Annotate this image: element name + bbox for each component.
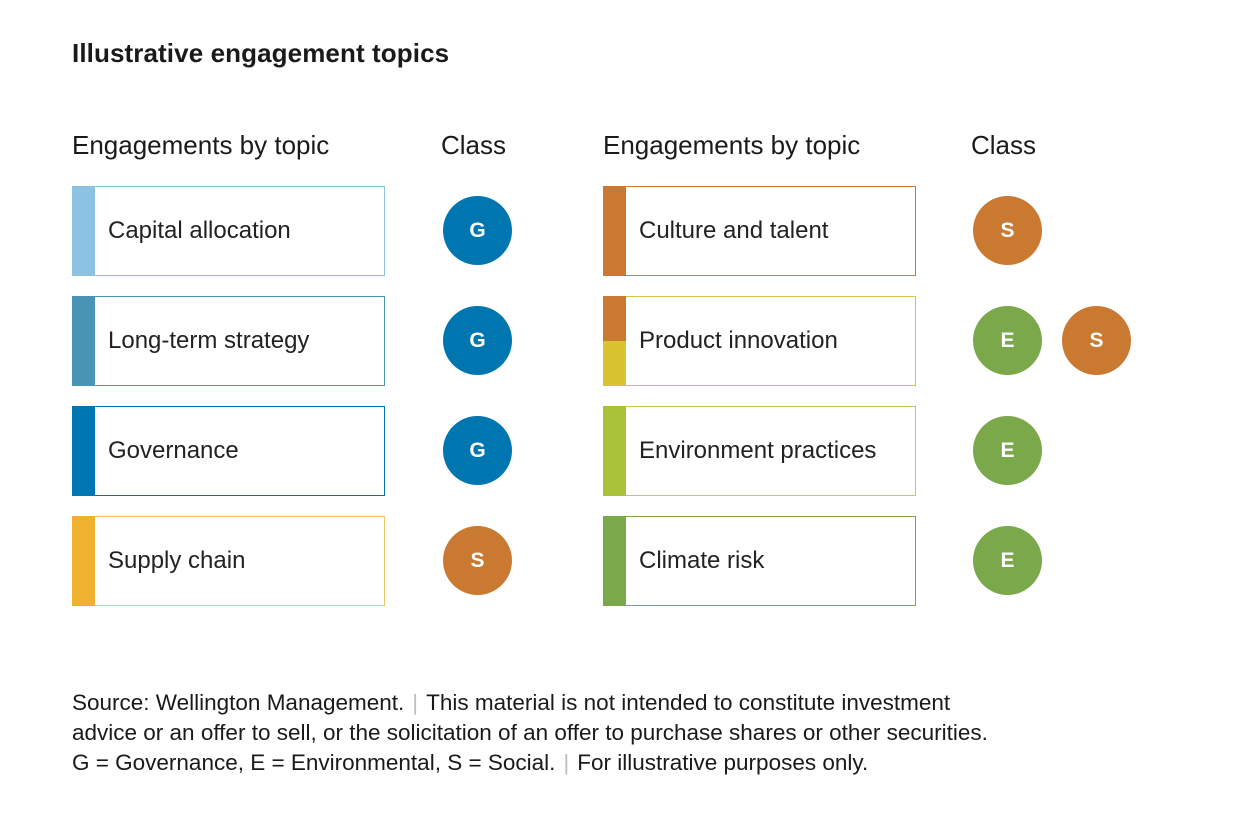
class-badge-social: S	[973, 196, 1042, 265]
topic-label: Long-term strategy	[108, 327, 310, 354]
topic-box: Climate risk	[603, 516, 916, 606]
footnote-disclaimer-start: This material is not intended to constit…	[426, 690, 951, 715]
topic-color-bar	[603, 406, 626, 496]
topic-color-bar	[72, 296, 95, 386]
class-badge-environmental: E	[973, 526, 1042, 595]
class-badge-environmental: E	[973, 306, 1042, 375]
topic-color-bar	[603, 296, 626, 386]
class-badge-social: S	[443, 526, 512, 595]
class-badge-governance: G	[443, 416, 512, 485]
footnote: Source: Wellington Management. | This mate…	[72, 688, 1172, 778]
topic-column-header-right: Engagements by topic	[603, 130, 861, 160]
topic-box: Long-term strategy	[72, 296, 385, 386]
footnote-separator: |	[563, 750, 570, 775]
page-title: Illustrative engagement topics	[72, 38, 450, 68]
topic-label: Climate risk	[639, 547, 765, 574]
class-badge-governance: G	[443, 196, 512, 265]
topic-label: Capital allocation	[108, 217, 291, 244]
class-badge-governance: G	[443, 306, 512, 375]
topic-label: Culture and talent	[639, 217, 829, 244]
footnote-separator: |	[412, 690, 419, 715]
footnote-disclaimer-end: advice or an offer to sell, or the solic…	[72, 720, 988, 745]
topic-label: Supply chain	[108, 547, 246, 574]
topic-box: Capital allocation	[72, 186, 385, 276]
footnote-illustrative: For illustrative purposes only.	[577, 750, 869, 775]
class-column-header-left: Class	[441, 130, 507, 160]
topic-box: Governance	[72, 406, 385, 496]
topic-box: Environment practices	[603, 406, 916, 496]
topic-box: Supply chain	[72, 516, 385, 606]
class-badge-environmental: E	[973, 416, 1042, 485]
footnote-legend: G = Governance, E = Environmental, S = S…	[72, 750, 556, 775]
topic-box: Product innovation	[603, 296, 916, 386]
topic-label: Product innovation	[639, 327, 838, 354]
class-badge-social: S	[1062, 306, 1131, 375]
topic-color-bar	[603, 516, 626, 606]
topic-color-bar	[72, 516, 95, 606]
topic-color-bar	[72, 406, 95, 496]
topic-label: Environment practices	[639, 437, 877, 464]
topic-color-bar	[72, 186, 95, 276]
topic-label: Governance	[108, 437, 239, 464]
footnote-source: Source: Wellington Management.	[72, 690, 405, 715]
topic-column-header-left: Engagements by topic	[72, 130, 330, 160]
class-column-header-right: Class	[971, 130, 1037, 160]
topic-color-bar	[603, 186, 626, 276]
topic-box: Culture and talent	[603, 186, 916, 276]
